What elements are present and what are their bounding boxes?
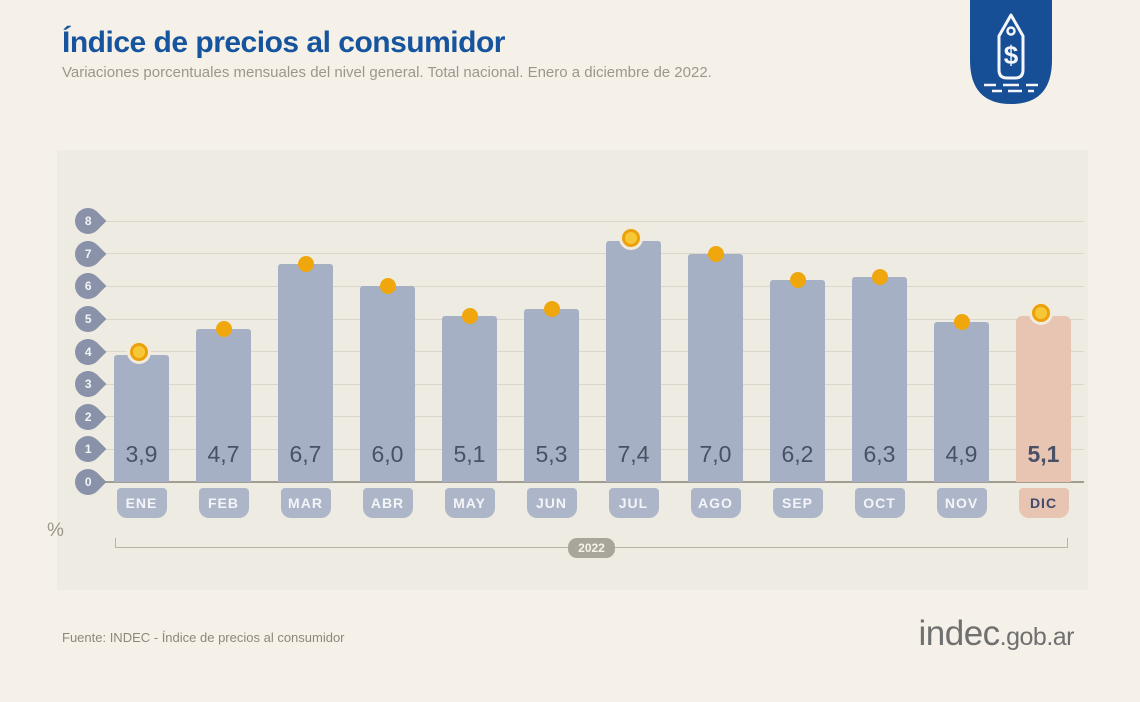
y-axis-tick-0: 0 [69,463,107,501]
x-axis-label-jun: JUN [526,488,577,518]
data-point-dot-nov [953,314,970,331]
data-point-dot-jul [621,228,640,247]
data-point-dot-ene [129,342,148,361]
gridline-5 [101,318,1084,320]
gridline-1 [101,448,1084,450]
page-subtitle: Variaciones porcentuales mensuales del n… [62,64,712,81]
data-point-dot-sep [789,271,806,288]
y-axis-tick-8: 8 [69,202,107,240]
x-axis-label-sep: SEP [772,488,823,518]
gridline-6 [101,285,1084,287]
bar-jul: 7,4 [606,240,661,482]
y-axis-tick-label: 0 [84,475,92,489]
data-point-dot-dic [1031,303,1050,322]
bar-sep: 6,2 [770,279,825,482]
data-point-dot-may [461,307,478,324]
y-axis-tick-label: 6 [84,279,92,294]
bar-value-label: 5,3 [535,440,568,467]
y-axis-tick-2: 2 [69,398,107,436]
y-axis-tick-6: 6 [69,268,107,305]
bar-value-label: 4,7 [207,440,240,467]
y-axis-tick-5: 5 [69,300,107,338]
y-axis-tick-label: 4 [84,344,92,359]
data-point-dot-abr [379,278,396,295]
x-axis-label-mar: MAR [280,488,331,518]
gridline-8 [101,220,1084,222]
bar-chart: 0 1 2 3 4 5 6 7 8 3,9 ENE 4,7 FEB 6,7 MAR 6,0 ABR 5,1 MAY 5… [57,150,1088,590]
y-axis-tick-label: 7 [84,246,92,261]
svg-text:$: $ [1004,40,1019,70]
bar-value-label: 6,7 [289,440,322,467]
year-pill: 2022 [568,537,615,558]
bar-may: 5,1 [442,315,497,482]
y-axis-tick-label: 5 [84,312,92,326]
x-axis-group-bracket: 2022 [115,537,1068,558]
x-axis-label-jul: JUL [608,488,659,518]
gridline-4 [101,351,1084,353]
bar-nov: 4,9 [934,322,989,482]
source-note: Fuente: INDEC - Índice de precios al con… [62,630,345,645]
data-point-dot-ago [707,245,724,262]
data-point-dot-jun [543,301,560,318]
bar-value-label: 6,3 [863,440,896,467]
x-axis-label-may: MAY [444,488,495,518]
y-axis-tick-1: 1 [69,431,107,468]
bar-feb: 4,7 [196,328,251,482]
data-point-dot-oct [871,268,888,285]
bar-ene: 3,9 [114,354,169,482]
bar-value-label: 5,1 [1027,440,1060,467]
x-axis-label-feb: FEB [198,488,249,518]
y-axis-tick-label: 1 [84,442,92,457]
bar-dic: 5,1 [1016,315,1071,482]
y-axis-tick-7: 7 [69,235,107,273]
x-axis-label-abr: ABR [362,488,413,518]
data-point-dot-mar [297,255,314,272]
chart-panel: 0 1 2 3 4 5 6 7 8 3,9 ENE 4,7 FEB 6,7 MAR 6,0 ABR 5,1 MAY 5… [47,150,1088,590]
bar-value-label: 4,9 [945,440,978,467]
indec-logo-main: indec [918,614,1000,653]
bar-jun: 5,3 [524,309,579,482]
gridline-2 [101,416,1084,418]
x-axis-label-ene: ENE [116,488,167,518]
bar-value-label: 3,9 [125,440,158,467]
x-axis-label-oct: OCT [854,488,905,518]
bar-oct: 6,3 [852,276,907,482]
data-point-dot-feb [215,320,232,337]
bar-value-label: 5,1 [453,440,486,467]
x-axis-label-ago: AGO [690,488,741,518]
gridline-3 [101,383,1084,385]
bar-mar: 6,7 [278,263,333,482]
bar-value-label: 6,2 [781,440,814,467]
bar-ago: 7,0 [688,253,743,482]
bar-value-label: 7,0 [699,440,732,467]
y-axis-tick-3: 3 [69,365,107,403]
y-axis-tick-label: 3 [84,377,92,392]
gridline-7 [101,253,1084,255]
bar-value-label: 6,0 [371,440,404,467]
gridline-0 [101,481,1084,483]
y-axis-tick-label: 8 [84,214,92,229]
y-axis-tick-4: 4 [69,333,107,370]
bar-value-label: 7,4 [617,440,650,467]
x-axis-label-nov: NOV [936,488,987,518]
price-tag-icon: $ [970,0,1052,104]
indec-logo: indec.gob.ar [918,614,1074,654]
y-axis-tick-label: 2 [84,409,92,424]
x-axis-label-dic: DIC [1018,488,1069,518]
indec-logo-suffix: .gob.ar [999,623,1075,651]
page-title: Índice de precios al consumidor [62,26,505,59]
bar-abr: 6,0 [360,286,415,482]
y-axis-unit-label: % [47,520,64,541]
